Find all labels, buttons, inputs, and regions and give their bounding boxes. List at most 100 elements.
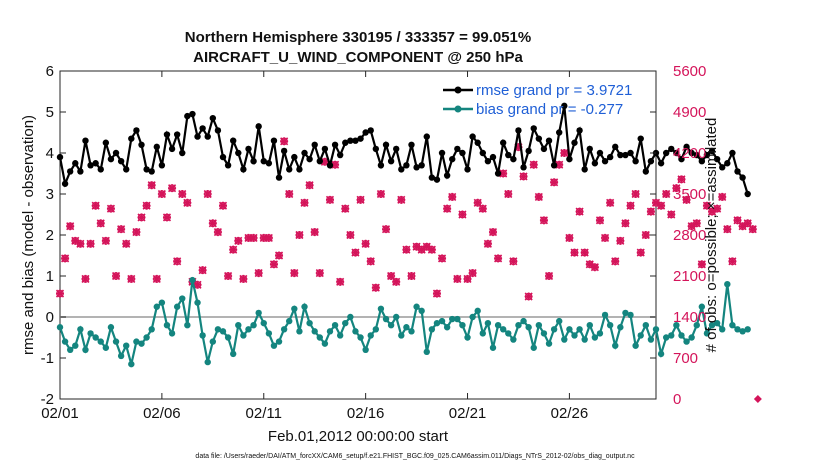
rmse-point (662, 149, 670, 157)
legend-bias-label: bias grand pr = -0.277 (476, 101, 623, 118)
bias-point (66, 346, 74, 353)
obs-assimilated-marker (667, 210, 676, 219)
bias-point (265, 330, 273, 337)
obs-assimilated-marker (341, 204, 350, 213)
obs-assimilated-marker (657, 201, 666, 210)
obs-assimilated-marker (412, 242, 421, 251)
rmse-point (566, 155, 573, 163)
rmse-point (657, 160, 665, 167)
rmse-point (296, 166, 303, 173)
rmse-point (601, 158, 609, 165)
obs-assimilated-marker (168, 184, 177, 193)
rmse-point (240, 166, 247, 173)
rmse-point (61, 180, 69, 187)
obs-assimilated-marker (325, 195, 335, 204)
y-tick-label: 5 (46, 104, 54, 121)
obs-assimilated-marker (524, 292, 533, 301)
bias-point (77, 326, 84, 333)
bias-point (189, 276, 196, 284)
bias-point (744, 326, 751, 333)
bias-point (459, 322, 466, 329)
obs-assimilated-marker (687, 222, 696, 231)
rmse-point (474, 139, 481, 146)
rmse-point (301, 149, 308, 157)
rmse-point (540, 145, 548, 153)
y-right-tick-label: 2100 (673, 268, 706, 285)
rmse-point (158, 162, 166, 169)
bias-point (326, 328, 334, 335)
bias-point (153, 303, 160, 310)
obs-assimilated-marker (682, 195, 691, 204)
obs-assimilated-marker (152, 274, 161, 283)
obs-assimilated-marker (580, 248, 589, 257)
obs-assimilated-marker (718, 192, 727, 201)
bias-point (224, 334, 232, 341)
rmse-point (275, 174, 283, 181)
y-tick-label: 6 (46, 63, 54, 80)
y-axis-right-ticks: 5600 4900 4200 3500 2800 2100 1400 700 0 (650, 63, 706, 408)
bias-point (72, 342, 79, 349)
obs-assimilated-marker (595, 216, 605, 225)
bias-point (123, 342, 130, 349)
rmse-point (291, 153, 298, 161)
bias-point (683, 338, 690, 345)
bias-point (204, 358, 211, 366)
obs-assimilated-marker (106, 204, 116, 213)
obs-assimilated-marker (147, 181, 156, 190)
obs-assimilated-marker (626, 201, 635, 210)
obs-assimilated-marker (290, 269, 299, 278)
rmse-point (398, 166, 405, 173)
bias-point (245, 326, 252, 333)
rmse-point (708, 147, 716, 155)
rmse-point (265, 160, 273, 167)
obs-assimilated-marker (55, 289, 65, 298)
rmse-point (571, 139, 578, 146)
obs-assimilated-marker (66, 222, 75, 231)
legend-bias-marker (454, 105, 462, 113)
obs-assimilated-marker (555, 160, 564, 169)
rmse-point (92, 160, 99, 167)
bias-point (280, 326, 288, 333)
rmse-point (683, 143, 690, 151)
bias-point (117, 352, 125, 360)
obs-assimilated-marker (96, 219, 105, 228)
obs-assimilated-marker (407, 271, 416, 281)
obs-assimilated-marker (621, 219, 630, 228)
obs-assimilated-marker (422, 242, 431, 251)
obs-assimilated-marker (366, 257, 375, 266)
rmse-point (97, 166, 104, 173)
obs-assimilated-marker (274, 251, 284, 260)
obs-assimilated-marker (692, 219, 701, 228)
bias-point (398, 332, 405, 339)
obs-assimilated-marker (570, 248, 579, 257)
rmse-point (199, 125, 206, 132)
bias-point (454, 315, 461, 323)
rmse-point (489, 153, 497, 161)
rmse-point (734, 168, 741, 175)
obs-assimilated-marker (488, 228, 498, 237)
y-axis-right-label: # of obs: o=possible; ×=assimilated (703, 118, 720, 353)
rmse-point (357, 135, 364, 142)
obs-assimilated-marker (101, 236, 110, 245)
obs-assimilated-marker (392, 277, 401, 286)
bias-point (545, 340, 553, 347)
rmse-point (260, 158, 267, 165)
bias-point (352, 328, 359, 335)
rmse-point (224, 162, 232, 169)
rmse-point (102, 139, 110, 146)
obs-assimilated-marker (636, 248, 645, 257)
bias-point (168, 330, 176, 337)
bias-point (479, 330, 487, 337)
rmse-point (204, 133, 211, 140)
obs-assimilated-marker (86, 239, 95, 248)
rmse-point (229, 137, 237, 144)
obs-assimilated-marker (697, 260, 706, 269)
rmse-point (556, 129, 563, 136)
bias-series (56, 276, 751, 368)
rmse-point (484, 158, 492, 165)
obs-assimilated-marker (356, 195, 365, 204)
obs-assimilated-marker (514, 143, 523, 152)
rmse-point (66, 168, 74, 175)
bias-point (296, 328, 303, 335)
x-tick-label: 02/16 (347, 405, 385, 422)
